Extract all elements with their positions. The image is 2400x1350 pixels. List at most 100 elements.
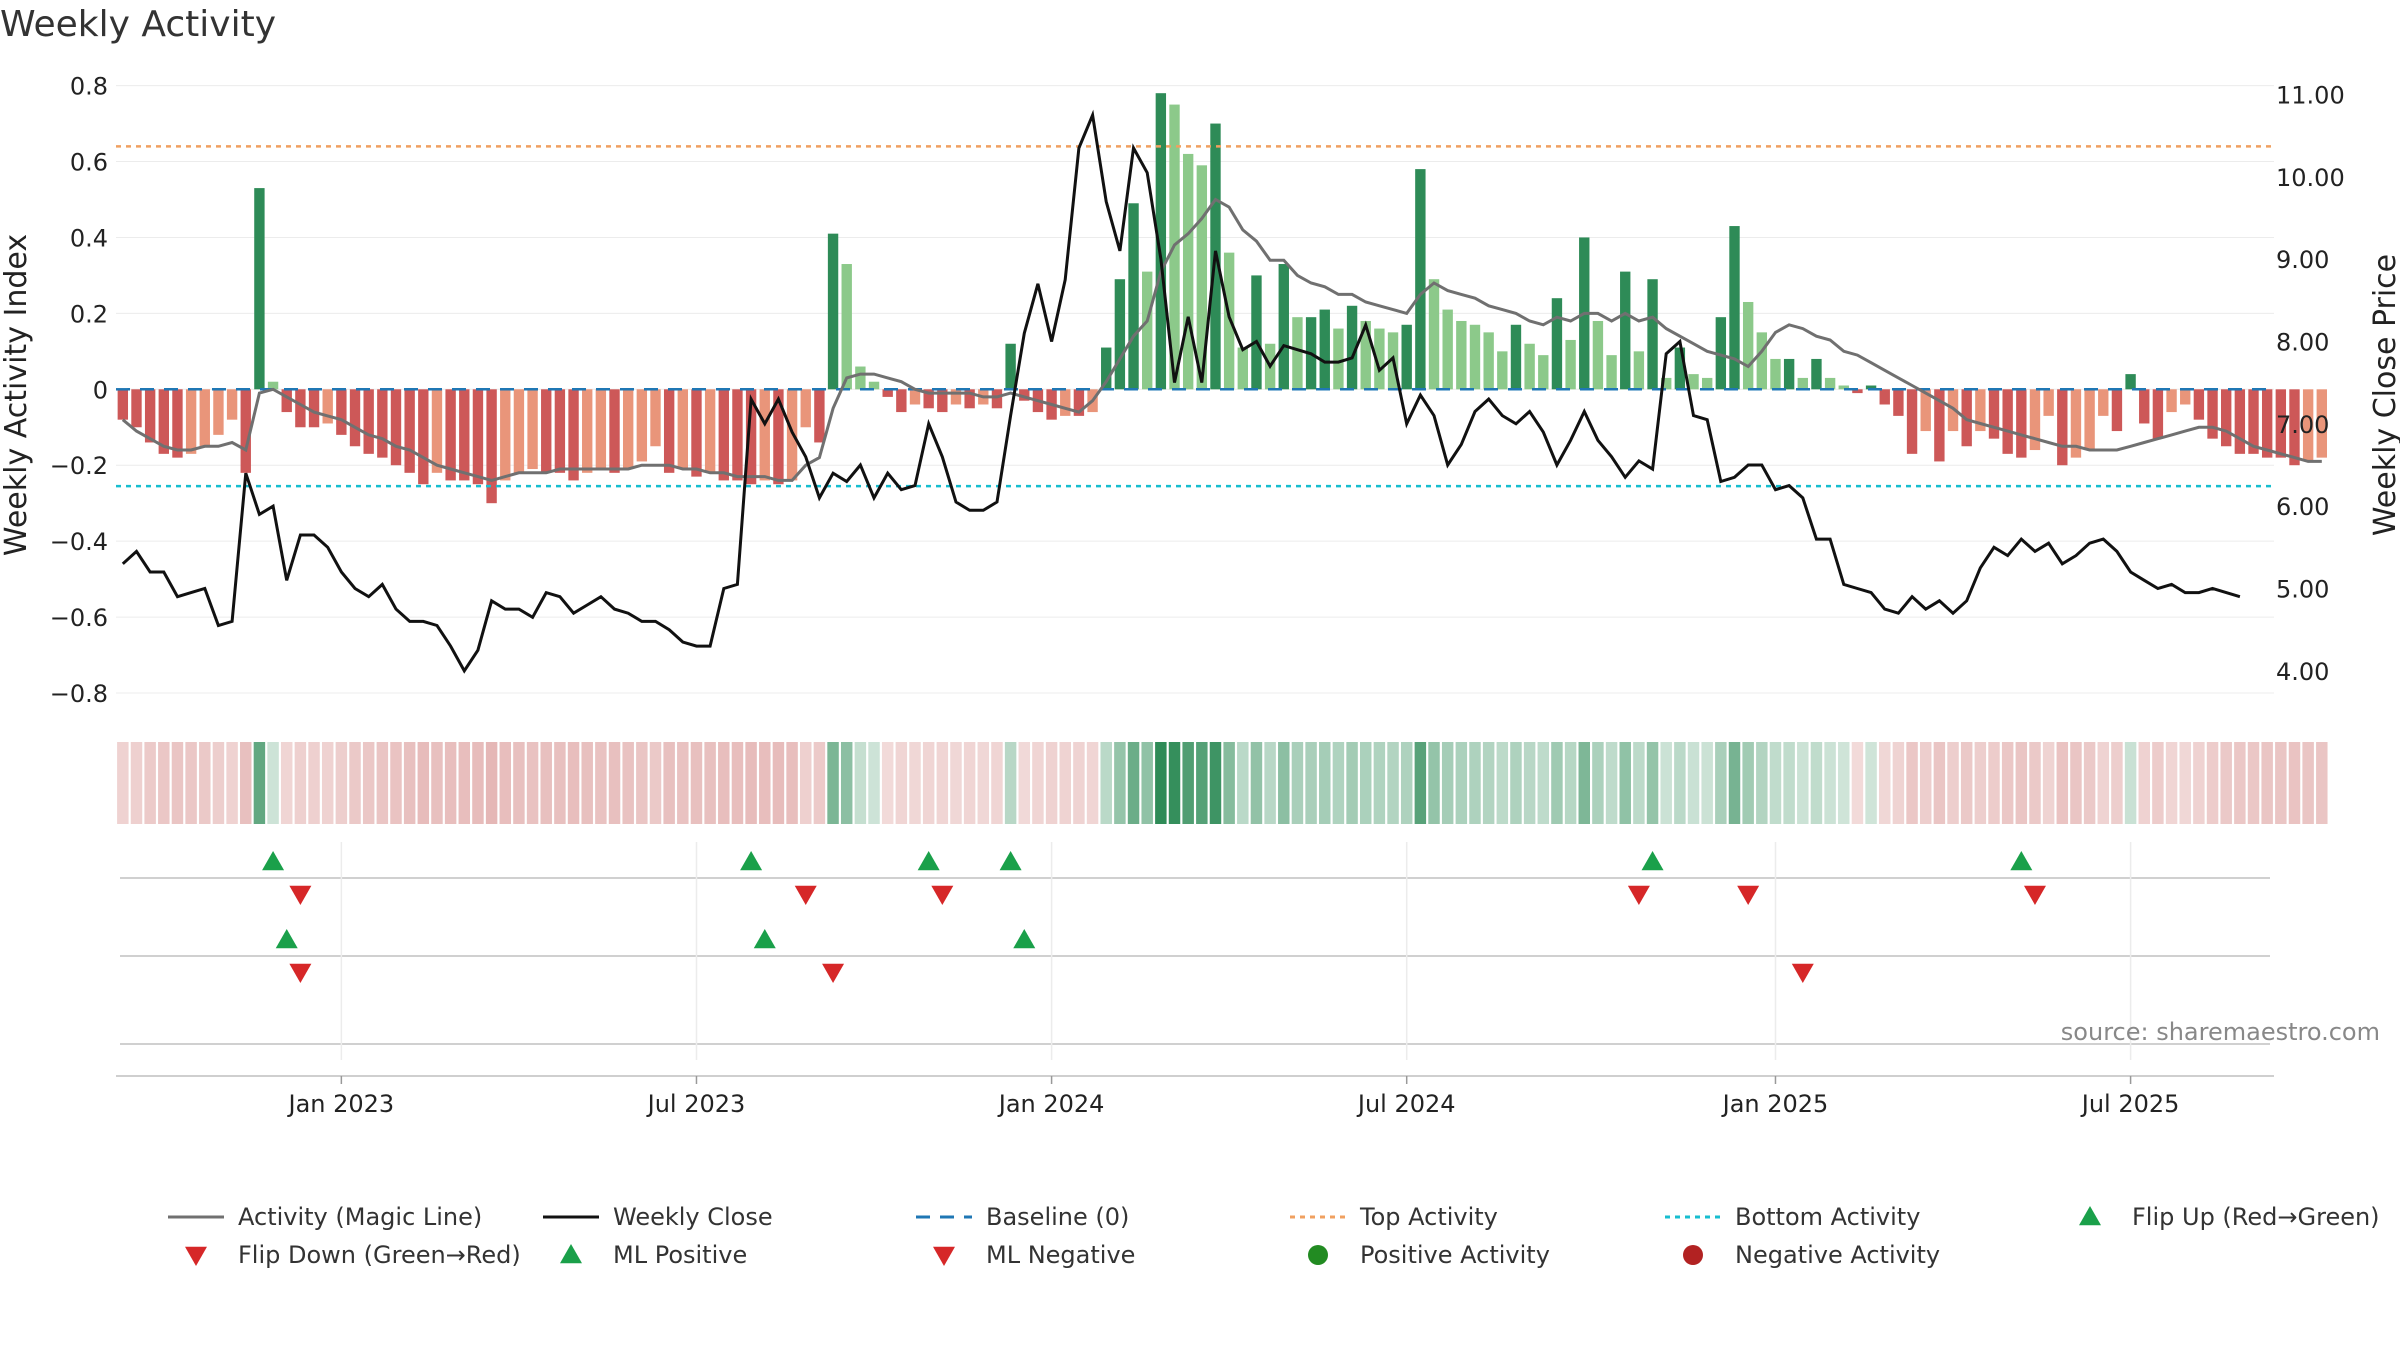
heat-cell (1537, 742, 1550, 824)
activity-bar (2275, 389, 2287, 458)
heat-cell (704, 742, 716, 824)
heat-cell (1223, 742, 1235, 824)
heat-cell (1141, 742, 1153, 824)
activity-bar (827, 233, 839, 390)
heat-cell (1291, 742, 1304, 824)
y-right-tick: 11.00 (2276, 81, 2345, 109)
activity-bar (1278, 264, 1289, 390)
heat-cell (1674, 742, 1686, 824)
heat-cell (1168, 742, 1181, 824)
heat-cell (499, 742, 511, 824)
activity-bar (431, 389, 443, 473)
activity-bar (841, 264, 852, 390)
heat-cell (267, 742, 279, 824)
heat-cell (1974, 742, 1987, 824)
heat-cell (881, 742, 894, 824)
heat-cell (130, 742, 143, 824)
activity-bar (1551, 298, 1563, 390)
activity-bar (2302, 389, 2314, 462)
heat-cell (1332, 742, 1345, 824)
heat-cell (226, 742, 238, 824)
activity-bar (691, 389, 702, 477)
y-left-tick: −0.8 (50, 680, 108, 708)
heat-cell (991, 742, 1003, 824)
y-right-tick: 8.00 (2276, 328, 2329, 356)
y-right-tick: 7.00 (2276, 411, 2329, 439)
heat-cell (444, 742, 457, 824)
activity-bar (2029, 389, 2041, 451)
heat-cell (431, 742, 443, 824)
heat-cell (2029, 742, 2041, 824)
heat-cell (813, 742, 826, 824)
ml-positive-marker (275, 929, 298, 949)
y-left-tick: −0.6 (50, 604, 108, 632)
activity-bar (1661, 377, 1672, 390)
y-left-tick: −0.2 (50, 452, 108, 480)
axes: 0.8 0.6 0.4 0.2 0 −0.2 −0.4 −0.6 −0.8 11.00 10.00 9… (0, 73, 2400, 708)
source-credit: source: sharemaestro.com (2061, 1018, 2380, 1046)
x-tick-label: Jul 2023 (646, 1090, 746, 1118)
heat-cell (1018, 742, 1031, 824)
activity-bar (582, 389, 593, 473)
activity-bar (2111, 389, 2123, 432)
heat-cell (636, 742, 648, 824)
activity-bar (773, 389, 784, 485)
heat-cell (1960, 742, 1973, 824)
activity-bar (117, 389, 129, 420)
activity-bar (226, 389, 238, 420)
activity-bar (349, 389, 361, 447)
activity-bar (1114, 279, 1126, 390)
ml-negative-marker (822, 963, 845, 983)
heat-cell (1359, 742, 1372, 824)
heat-cell (1851, 742, 1864, 824)
activity-bar (541, 389, 552, 473)
heat-cell (1646, 742, 1659, 824)
heat-cell (1264, 742, 1276, 824)
heat-cell (1346, 742, 1358, 824)
activity-bar (1797, 377, 1808, 390)
x-tick-label: Jul 2024 (1356, 1090, 1456, 1118)
heat-cell (1237, 742, 1249, 824)
activity-bar (1783, 358, 1795, 390)
heat-cell (2193, 742, 2205, 824)
y-right-tick: 6.00 (2276, 493, 2329, 521)
activity-bar (1223, 252, 1235, 390)
activity-bar (500, 389, 511, 481)
heat-cell (868, 742, 880, 824)
heat-cell (936, 742, 949, 824)
activity-bar (1442, 309, 1453, 390)
heat-cell (212, 742, 225, 824)
heat-cell (1373, 742, 1386, 824)
activity-bar (322, 389, 333, 424)
activity-bar (1510, 324, 1522, 390)
heat-cell (2083, 742, 2096, 824)
heat-cell (1400, 742, 1413, 824)
heat-cell (1564, 742, 1577, 824)
activity-bar (1879, 389, 1890, 405)
activity-bar (172, 389, 183, 458)
heat-cell (1155, 742, 1167, 824)
activity-bar (308, 389, 320, 428)
heat-cell (1660, 742, 1672, 824)
legend-label: Bottom Activity (1735, 1203, 1920, 1231)
activity-bar (1838, 385, 1849, 390)
activity-bar (213, 389, 224, 435)
legend-label: ML Negative (986, 1241, 1135, 1269)
heat-cell (321, 742, 334, 824)
activity-bar (1374, 328, 1385, 390)
activity-bar (281, 389, 292, 413)
heat-cell (1715, 742, 1727, 824)
heat-cell (1824, 742, 1836, 824)
heat-cell (2097, 742, 2110, 824)
magic-line (121, 197, 2322, 482)
activity-bar (336, 389, 347, 435)
activity-bar (513, 389, 525, 473)
heat-cell (677, 742, 689, 824)
y-left-tick: 0.8 (70, 73, 108, 101)
activity-bar (622, 389, 634, 470)
heat-cell (2234, 742, 2246, 824)
activity-bar (1333, 328, 1344, 390)
legend-label: Flip Down (Green→Red) (238, 1241, 521, 1269)
heat-cell (1510, 742, 1522, 824)
activity-bar (636, 389, 648, 462)
